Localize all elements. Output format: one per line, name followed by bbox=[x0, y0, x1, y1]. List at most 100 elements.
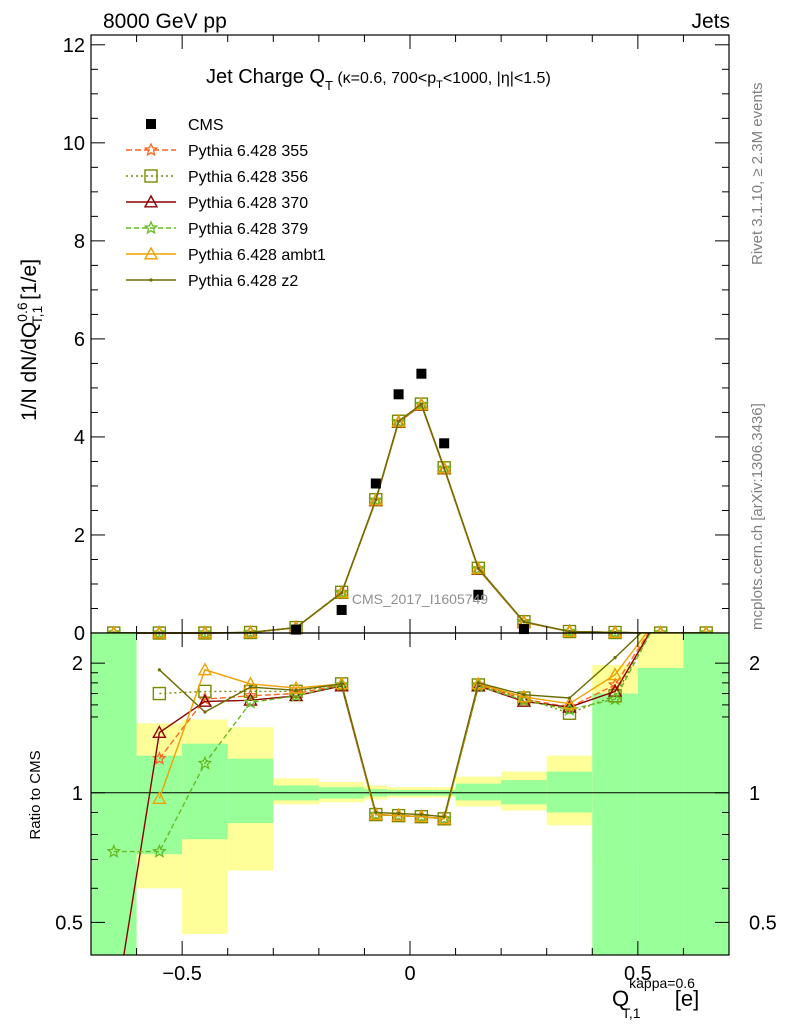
ratio-band-green bbox=[455, 783, 502, 801]
legend-marker bbox=[144, 169, 158, 183]
data-point bbox=[291, 624, 302, 635]
ratio-band-green bbox=[683, 633, 729, 955]
ratio-point bbox=[243, 676, 258, 690]
mc-point bbox=[476, 566, 480, 570]
mc-point bbox=[471, 561, 486, 575]
legend-marker bbox=[143, 220, 159, 235]
ratio-band-green bbox=[501, 780, 547, 805]
y-tick-label: 2 bbox=[74, 525, 85, 547]
analysis-tag: CMS_2017_I1605749 bbox=[352, 591, 488, 607]
ratio-point bbox=[562, 701, 577, 716]
data-point bbox=[416, 368, 427, 379]
ratio-band-green bbox=[637, 667, 684, 955]
mc-point bbox=[368, 492, 384, 507]
ratio-point bbox=[243, 694, 258, 709]
legend-marker bbox=[143, 246, 159, 260]
ratio-point bbox=[374, 810, 378, 815]
mc-point bbox=[436, 460, 452, 474]
mc-point bbox=[334, 585, 349, 599]
svg-text:1/N dN/dQ0.6T,1 [1/e]: 1/N dN/dQ0.6T,1 [1/e] bbox=[14, 259, 45, 421]
ratio-point bbox=[243, 688, 258, 702]
ratio-point bbox=[157, 668, 161, 672]
x-tick-label: 0 bbox=[404, 963, 415, 985]
ylabel-sup: 0.6 bbox=[14, 302, 30, 322]
mc-point bbox=[391, 414, 406, 428]
y-tick-label: 12 bbox=[63, 35, 85, 57]
mc-point bbox=[436, 460, 452, 475]
ratio-point bbox=[419, 812, 423, 817]
y-tick-label: 4 bbox=[74, 427, 85, 449]
category-label: Jets bbox=[691, 10, 730, 33]
mc-point bbox=[391, 413, 406, 428]
data-point bbox=[518, 624, 529, 635]
ratio-point bbox=[288, 688, 304, 702]
ratio-point bbox=[391, 808, 406, 822]
legend-label: Pythia 6.428 370 bbox=[188, 195, 308, 212]
ratio-point bbox=[397, 811, 401, 816]
legend-label: CMS bbox=[188, 117, 224, 134]
mc-point bbox=[419, 402, 423, 406]
ratio-point bbox=[522, 693, 526, 697]
ratio-point bbox=[197, 662, 213, 676]
ratio-point bbox=[368, 807, 384, 821]
ratio-point bbox=[607, 691, 623, 706]
mc-point bbox=[334, 585, 349, 600]
legend-label: Pythia 6.428 379 bbox=[188, 221, 308, 238]
ratio-point bbox=[562, 696, 577, 710]
ratio-point bbox=[476, 681, 480, 685]
legend-label: Pythia 6.428 356 bbox=[188, 169, 308, 186]
ratio-y-tick-label: 1 bbox=[72, 783, 83, 805]
mc-point bbox=[567, 629, 572, 634]
ratio-point bbox=[516, 689, 532, 703]
y-tick-label: 6 bbox=[74, 329, 85, 351]
mc-point bbox=[243, 624, 258, 639]
data-point bbox=[473, 589, 484, 600]
ratio-point bbox=[197, 755, 213, 770]
ratio-y-tick-label: 2 bbox=[72, 653, 83, 675]
ratio-point bbox=[288, 688, 304, 702]
ratio-point bbox=[289, 684, 303, 699]
rivet-version-label: Rivet 3.1.10, ≥ 2.3M events bbox=[749, 83, 766, 266]
mcplots-label: mcplots.cern.ch [arXiv:1306.3436] bbox=[749, 403, 766, 630]
ratio-y-tick-label-right: 0.5 bbox=[749, 912, 777, 934]
ratio-point bbox=[152, 725, 167, 739]
ratio-series-line bbox=[113, 633, 652, 853]
y-tick-label: 0 bbox=[74, 623, 85, 645]
ratio-point bbox=[152, 791, 167, 804]
mc-point bbox=[340, 591, 344, 595]
ratio-point bbox=[334, 676, 349, 690]
main-plot-panel: 0 2 4 6 8 10 12 bbox=[63, 34, 730, 645]
legend-label: Pythia 6.428 355 bbox=[188, 143, 308, 160]
mc-point bbox=[414, 396, 429, 411]
legend-label: Pythia 6.428 z2 bbox=[188, 273, 298, 290]
mc-point bbox=[471, 561, 486, 575]
x-tick-label: 0.5 bbox=[624, 963, 652, 985]
ratio-band-green bbox=[136, 755, 183, 855]
ratio-point bbox=[288, 680, 304, 694]
ratio-point bbox=[152, 843, 167, 858]
y-tick-label: 10 bbox=[63, 133, 85, 155]
ratio-band-green bbox=[91, 633, 137, 955]
ratio-y-tick-label-right: 2 bbox=[749, 653, 760, 675]
ratio-point bbox=[294, 688, 298, 692]
ratio-point bbox=[106, 843, 122, 858]
mc-point bbox=[197, 625, 213, 640]
ratio-point bbox=[607, 683, 623, 697]
legend-marker bbox=[146, 119, 156, 129]
x-axis-label: Qkappa=0.6 T,1 [e] bbox=[612, 975, 699, 1021]
ylabel-main: 1/N dN/dQ bbox=[18, 322, 41, 421]
legend-marker bbox=[143, 194, 159, 208]
mc-point bbox=[442, 466, 446, 470]
ratio-point bbox=[248, 685, 253, 689]
legend-label: Pythia 6.428 ambt1 bbox=[188, 247, 326, 264]
ratio-band-green bbox=[592, 693, 638, 955]
ratio-band-green bbox=[546, 771, 593, 813]
main-frame bbox=[90, 34, 730, 634]
ratio-point bbox=[334, 677, 349, 692]
mc-point bbox=[397, 419, 401, 423]
ratio-y-axis-label: Ratio to CMS bbox=[27, 750, 44, 839]
ratio-point bbox=[414, 809, 429, 823]
ratio-point bbox=[340, 682, 344, 686]
ratio-series-line bbox=[158, 633, 648, 820]
